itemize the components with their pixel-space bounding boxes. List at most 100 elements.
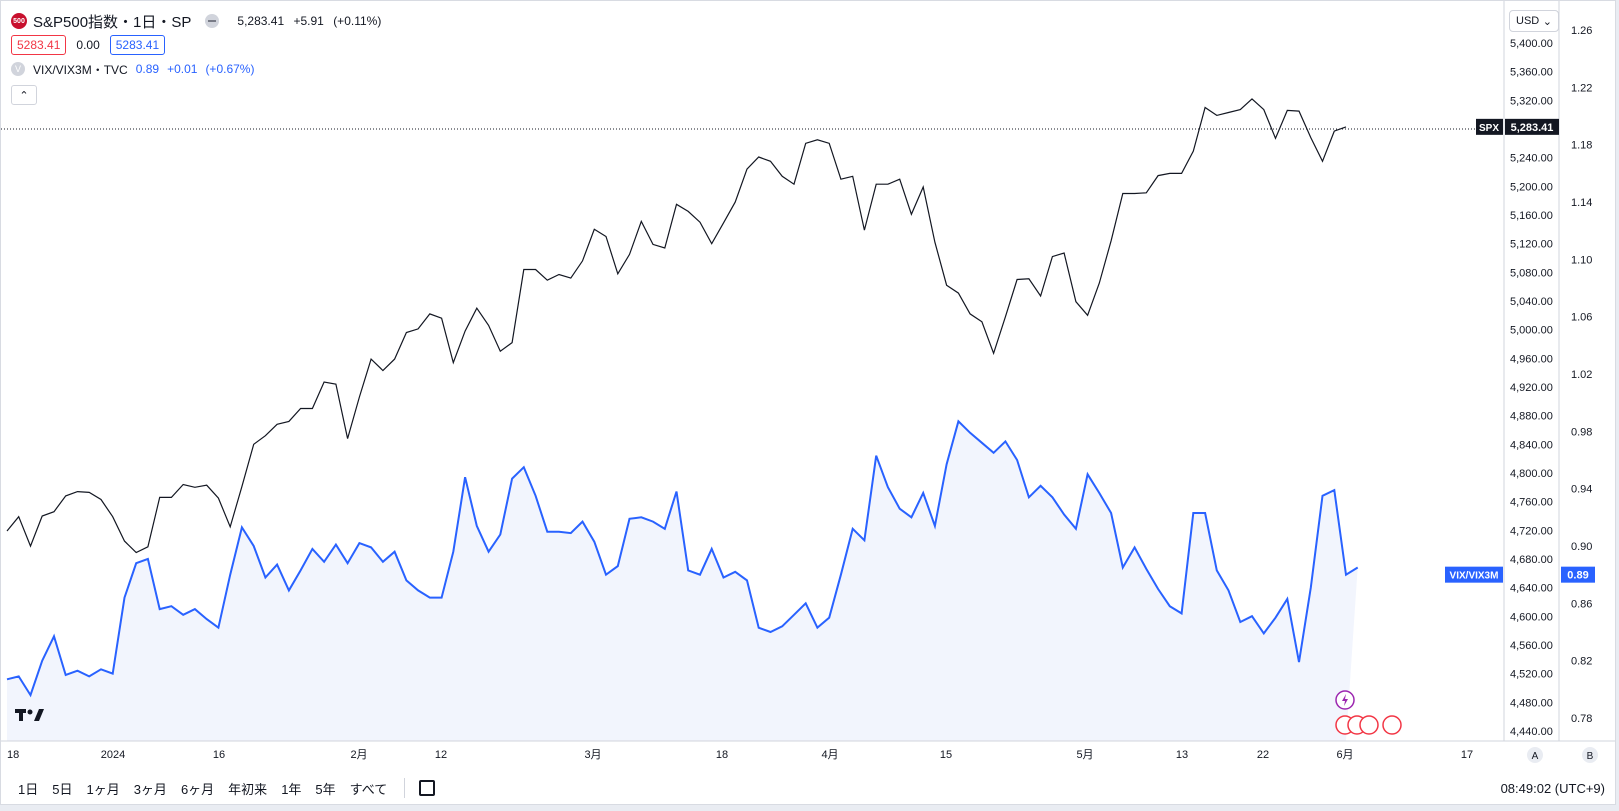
range-button[interactable]: 5日 [52, 781, 73, 797]
spx-symbol-text: SPX [1479, 123, 1499, 134]
time-tick-label: 13 [1176, 749, 1188, 761]
price-tick-label: 4,960.00 [1510, 353, 1553, 365]
scale-b-label: B [1587, 751, 1594, 762]
time-tick-label: 6月 [1336, 749, 1353, 761]
spx-last-price-badge [1505, 118, 1559, 135]
ratio-axis[interactable]: 1.26 1.22 1.18 1.14 1.10 1.06 1.02 0.98 0.94 0.90… [1571, 25, 1592, 725]
time-tick-label: 4月 [821, 749, 838, 761]
compare-last: 0.89 [135, 62, 160, 76]
change-value: +5.91 [293, 14, 324, 28]
range-button[interactable]: 5年 [315, 781, 336, 797]
range-buttons: 1日 5日 1ヶ月 3ヶ月 6ヶ月 年初来 1年 5年 すべて [11, 779, 394, 798]
auto-scale-label: A [1532, 751, 1539, 762]
price-tick-label: 4,480.00 [1510, 697, 1553, 709]
range-button[interactable]: 1年 [281, 781, 302, 797]
ratio-tick-label: 1.26 [1571, 25, 1592, 37]
ratio-tick-label: 0.82 [1571, 656, 1592, 668]
compare-series-row: V VIX/VIX3M・TVC 0.89 +0.01 (+0.67%) [11, 57, 387, 81]
chevron-up-icon: ⌃ [19, 89, 29, 102]
spread-value: 0.00 [76, 38, 100, 52]
legend: 500 S&P500指数・1日・SP 5,283.41 +5.91 (+0.11… [11, 9, 387, 105]
scale-buttons[interactable]: A B [1527, 747, 1598, 763]
us-flag-event-icon[interactable] [1359, 715, 1379, 735]
ratio-tick-label: 0.86 [1571, 598, 1592, 610]
price-tick-label: 4,560.00 [1510, 640, 1553, 652]
auto-scale-button[interactable] [1527, 747, 1543, 763]
price-tick-label: 4,840.00 [1510, 439, 1553, 451]
chart-area[interactable]: 5,400.005,360.005,320.005,280.005,240.00… [1, 1, 1616, 771]
ratio-tick-label: 1.18 [1571, 140, 1592, 152]
price-tick-label: 5,080.00 [1510, 267, 1553, 279]
change-percent: (+0.11%) [333, 14, 382, 28]
main-values: 5,283.41 +5.91 (+0.11%) [237, 14, 387, 28]
vix-symbol-text: VIX/VIX3M [1450, 571, 1499, 582]
vix-symbol-badge [1445, 566, 1503, 583]
lightning-glyph [1342, 694, 1348, 706]
spx-price-line[interactable] [6, 98, 1347, 554]
price-tick-label: 5,200.00 [1510, 181, 1553, 193]
price-tick-label: 4,760.00 [1510, 497, 1553, 509]
range-button[interactable]: 年初来 [228, 781, 268, 797]
ratio-tick-label: 1.06 [1571, 312, 1592, 324]
ratio-tick-label: 0.98 [1571, 426, 1592, 438]
currency-select[interactable]: USD ⌄ [1509, 10, 1559, 32]
us-flag-event-icon[interactable] [1382, 715, 1402, 735]
price-tick-label: 4,520.00 [1510, 669, 1553, 681]
currency-label: USD [1516, 15, 1540, 27]
bottom-toolbar: 1日 5日 1ヶ月 3ヶ月 6ヶ月 年初来 1年 5年 すべて 08:49:02 (UTC+9) [1, 771, 1615, 804]
price-tick-label: 4,440.00 [1510, 726, 1553, 738]
compare-change: +0.01 [167, 62, 198, 76]
price-tick-label: 5,400.00 [1510, 38, 1553, 50]
range-button[interactable]: 1ヶ月 [86, 781, 120, 797]
chevron-down-icon: ⌄ [1542, 15, 1552, 28]
time-tick-label: 16 [213, 749, 225, 761]
price-tick-label: 5,360.00 [1510, 67, 1553, 79]
range-button[interactable]: 1日 [18, 781, 39, 797]
time-tick-label: 22 [1257, 749, 1269, 761]
symbol-title[interactable]: S&P500指数・1日・SP [33, 13, 192, 31]
ratio-tick-label: 1.02 [1571, 369, 1592, 381]
time-tick-label: 18 [7, 749, 19, 761]
compare-symbol-icon: V [11, 62, 25, 76]
ratio-tick-label: 0.90 [1571, 541, 1592, 553]
time-axis[interactable]: 18 2024 16 2月 12 3月 18 4月 15 5月 13 22 6月 17 [7, 749, 1473, 761]
spx-last-price-text: 5,283.41 [1511, 122, 1554, 134]
time-tick-label: 5月 [1076, 749, 1093, 761]
calendar-icon[interactable] [419, 780, 436, 796]
bid-box[interactable]: 5283.41 [11, 35, 67, 55]
collapse-legend-button[interactable]: ⌃ [11, 85, 37, 105]
vix-last-text: 0.89 [1567, 570, 1588, 582]
main-series-row: 500 S&P500指数・1日・SP 5,283.41 +5.91 (+0.11… [11, 9, 387, 33]
vix-area-fill [7, 421, 1358, 741]
range-button[interactable]: 6ヶ月 [180, 781, 215, 797]
price-tick-label: 5,120.00 [1510, 239, 1553, 251]
bid-ask-row: 5283.41 0.00 5283.41 [11, 33, 387, 57]
price-tick-label: 5,320.00 [1510, 95, 1553, 107]
price-tick-label: 4,880.00 [1510, 411, 1553, 423]
time-tick-label: 2024 [101, 749, 125, 761]
toolbar-divider [404, 778, 406, 798]
price-axis[interactable]: 5,400.005,360.005,320.005,280.005,240.00… [1510, 38, 1553, 738]
ratio-tick-label: 0.78 [1571, 713, 1592, 725]
last-value: 5,283.41 [237, 14, 285, 28]
price-tick-label: 4,640.00 [1510, 583, 1553, 595]
tradingview-logo-icon[interactable] [15, 707, 45, 728]
event-markers[interactable] [1335, 690, 1402, 735]
price-tick-label: 5,240.00 [1510, 153, 1553, 165]
range-button[interactable]: すべて [349, 781, 388, 797]
hide-series-icon[interactable] [205, 14, 220, 28]
vix-ratio-line[interactable] [6, 419, 1359, 698]
scale-b-button[interactable] [1582, 747, 1598, 763]
ratio-tick-label: 1.22 [1571, 82, 1592, 94]
time-tick-label: 3月 [584, 749, 601, 761]
time-tick-label: 15 [940, 749, 952, 761]
sp500-logo-icon: 500 [11, 13, 27, 29]
ask-box[interactable]: 5283.41 [109, 35, 166, 55]
clock-display[interactable]: 08:49:02 (UTC+9) [1500, 780, 1605, 796]
price-tick-label: 4,680.00 [1510, 554, 1553, 566]
range-button[interactable]: 3ヶ月 [133, 781, 167, 797]
time-tick-label: 2月 [350, 749, 367, 761]
compare-title[interactable]: VIX/VIX3M・TVC [33, 62, 128, 77]
price-tick-label: 5,000.00 [1510, 325, 1553, 337]
